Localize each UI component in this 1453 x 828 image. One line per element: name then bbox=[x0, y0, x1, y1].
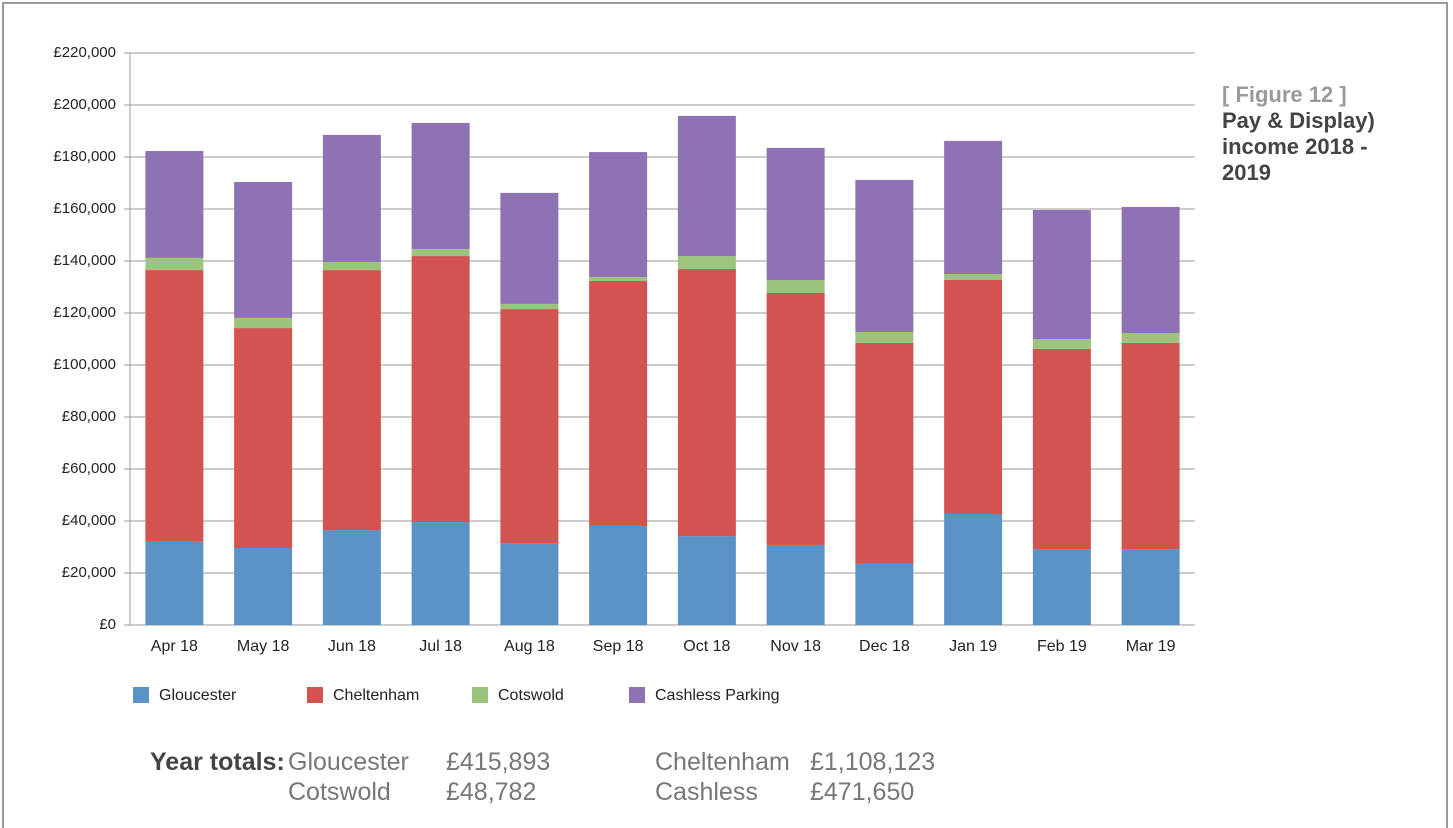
y-tick-label: £100,000 bbox=[53, 356, 116, 373]
bar-segment bbox=[500, 192, 559, 304]
y-tick-label: £80,000 bbox=[62, 408, 116, 425]
y-tick-label: £140,000 bbox=[53, 252, 116, 269]
bar-segment bbox=[855, 179, 914, 332]
bar-segment bbox=[1032, 339, 1091, 349]
bar-segment bbox=[589, 152, 648, 278]
x-tick-label: Oct 18 bbox=[683, 638, 730, 655]
bar-segment bbox=[677, 115, 736, 257]
legend-label: Cashless Parking bbox=[655, 687, 780, 704]
bar-segment bbox=[322, 270, 381, 531]
bar-segment bbox=[500, 303, 559, 310]
bar-segment bbox=[1121, 333, 1180, 343]
y-tick-label: £120,000 bbox=[53, 304, 116, 321]
x-tick-label: Mar 19 bbox=[1126, 638, 1176, 655]
bar-segment bbox=[500, 543, 559, 625]
x-tick-label: Jun 18 bbox=[328, 638, 376, 655]
figure-label: [ Figure 12 ] bbox=[1222, 82, 1347, 107]
y-tick-label: £180,000 bbox=[53, 148, 116, 165]
bar-segment bbox=[411, 256, 470, 523]
bar-segment bbox=[766, 544, 825, 625]
bar-segment bbox=[944, 279, 1003, 514]
bar-segment bbox=[322, 530, 381, 625]
totals-heading: Year totals: bbox=[150, 748, 285, 776]
bar-segment bbox=[766, 147, 825, 280]
total-name: Cheltenham bbox=[655, 748, 790, 776]
total-name: Gloucester bbox=[288, 748, 409, 776]
legend-swatch bbox=[133, 687, 149, 703]
y-tick-label: £160,000 bbox=[53, 200, 116, 217]
bar-segment bbox=[234, 328, 293, 549]
bar-segment bbox=[677, 536, 736, 625]
bar-segment bbox=[1121, 342, 1180, 550]
bar-segment bbox=[944, 140, 1003, 274]
legend-swatch bbox=[629, 687, 645, 703]
y-tick-label: £220,000 bbox=[53, 44, 116, 61]
total-name: Cotswold bbox=[288, 778, 391, 806]
total-value: £415,893 bbox=[446, 748, 551, 776]
x-tick-label: Nov 18 bbox=[770, 638, 821, 655]
legend-swatch bbox=[472, 687, 488, 703]
y-tick-label: £40,000 bbox=[62, 512, 116, 529]
bar-segment bbox=[411, 522, 470, 625]
bar-segment bbox=[234, 317, 293, 329]
bar-segment bbox=[677, 269, 736, 537]
bar-segment bbox=[1121, 549, 1180, 625]
legend-label: Cheltenham bbox=[333, 687, 419, 704]
x-tick-label: Feb 19 bbox=[1037, 638, 1087, 655]
x-tick-label: Jul 18 bbox=[419, 638, 462, 655]
total-value: £471,650 bbox=[810, 778, 915, 806]
bar-segment bbox=[589, 525, 648, 625]
chart-title: Pay & Display) income 2018 - 2019 bbox=[1222, 108, 1375, 185]
bar-segment bbox=[234, 181, 293, 318]
bar-segment bbox=[766, 279, 825, 293]
y-tick-label: £20,000 bbox=[62, 564, 116, 581]
legend-swatch bbox=[307, 687, 323, 703]
x-tick-label: Jan 19 bbox=[949, 638, 997, 655]
bar-segment bbox=[145, 270, 204, 542]
bar-segment bbox=[855, 342, 914, 564]
bar-segment bbox=[145, 257, 204, 271]
bar-segment bbox=[944, 274, 1003, 280]
bar-segment bbox=[500, 309, 559, 544]
bar-segment bbox=[677, 256, 736, 270]
total-value: £1,108,123 bbox=[810, 748, 936, 776]
bar-segment bbox=[589, 281, 648, 526]
bar-segment bbox=[234, 548, 293, 625]
bar-segment bbox=[1032, 549, 1091, 625]
x-tick-label: Sep 18 bbox=[593, 638, 644, 655]
bar-segment bbox=[855, 563, 914, 625]
bar-segment bbox=[145, 151, 204, 258]
legend-label: Gloucester bbox=[159, 687, 237, 704]
x-tick-label: Aug 18 bbox=[504, 638, 555, 655]
bar-segment bbox=[145, 541, 204, 625]
bar-segment bbox=[322, 262, 381, 271]
y-tick-label: £0 bbox=[99, 616, 116, 633]
figure-caption: [ Figure 12 ] Pay & Display) income 2018… bbox=[1222, 82, 1422, 186]
bar-segment bbox=[589, 277, 648, 282]
bar-segment bbox=[411, 249, 470, 257]
total-value: £48,782 bbox=[446, 778, 537, 806]
y-tick-label: £60,000 bbox=[62, 460, 116, 477]
x-tick-label: May 18 bbox=[237, 638, 290, 655]
bar-segment bbox=[944, 513, 1003, 625]
total-name: Cashless bbox=[655, 778, 758, 806]
x-tick-label: Apr 18 bbox=[151, 638, 198, 655]
bar-segment bbox=[766, 292, 825, 545]
legend-label: Cotswold bbox=[498, 687, 564, 704]
y-tick-label: £200,000 bbox=[53, 96, 116, 113]
bar-segment bbox=[1121, 206, 1180, 334]
bar-segment bbox=[322, 134, 381, 263]
bar-segment bbox=[1032, 348, 1091, 550]
bar-segment bbox=[1032, 210, 1091, 339]
bar-segment bbox=[411, 122, 470, 250]
x-tick-label: Dec 18 bbox=[859, 638, 910, 655]
bar-segment bbox=[855, 331, 914, 343]
